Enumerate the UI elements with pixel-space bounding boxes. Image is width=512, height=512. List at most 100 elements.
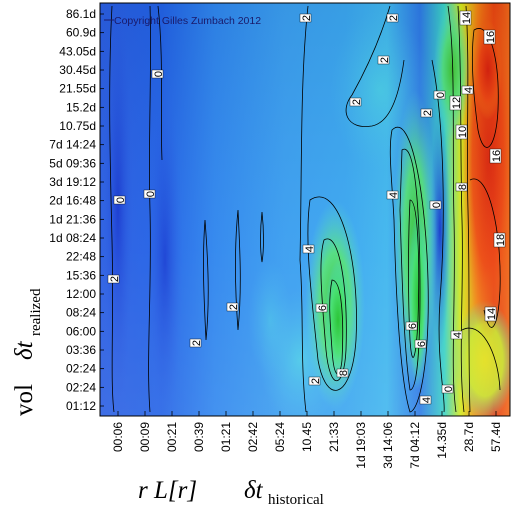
svg-text:0: 0 bbox=[443, 386, 455, 392]
svg-text:16: 16 bbox=[491, 150, 503, 162]
contour-value-tag: 16 bbox=[483, 29, 497, 45]
x-tick-label: 05:24 bbox=[273, 422, 287, 452]
contour-value-tag: 2 bbox=[308, 376, 322, 386]
x-tick-label: 3d 14:06 bbox=[381, 422, 395, 469]
svg-text:14: 14 bbox=[461, 12, 473, 24]
svg-text:10: 10 bbox=[457, 126, 469, 138]
y-tick-label: 21.55d bbox=[59, 82, 96, 96]
x-axis-title: r L[r] δt historical bbox=[138, 477, 324, 508]
contour-value-tag: 6 bbox=[405, 321, 419, 331]
contour-value-tag: 4 bbox=[461, 85, 475, 95]
x-tick-label: 01:21 bbox=[219, 422, 233, 452]
svg-text:14: 14 bbox=[486, 308, 498, 320]
contour-value-tags: 2 0 2 0 2 4 2 6 8 2 2 4 2 6 6 4 0 0 4 2 14 16 12 10 8 16 18 14 4 0 2 0 bbox=[107, 10, 507, 405]
contour-value-tag: 2 bbox=[386, 13, 400, 23]
x-tick-label: 00:06 bbox=[111, 422, 125, 452]
svg-text:4: 4 bbox=[304, 246, 316, 252]
svg-text:4: 4 bbox=[463, 87, 475, 93]
contour-value-tag: 0 bbox=[441, 384, 455, 394]
svg-text:8: 8 bbox=[457, 184, 469, 190]
y-tick-label: 86.1d bbox=[66, 7, 96, 21]
y-tick-label: 15.2d bbox=[66, 100, 96, 114]
x-tick-label: 10.45 bbox=[300, 422, 314, 452]
contour-value-tag: 6 bbox=[414, 339, 428, 349]
contour-value-tag: 2 bbox=[420, 108, 434, 118]
y-tick-label: 30.45d bbox=[59, 63, 96, 77]
x-tick-label: 02:42 bbox=[246, 422, 260, 452]
y-tick-label: 15:36 bbox=[66, 268, 96, 282]
y-tick-label: 7d 14:24 bbox=[49, 138, 96, 152]
x-tick-label: 21:33 bbox=[327, 422, 341, 452]
contour-value-tag: 2 bbox=[299, 13, 313, 23]
svg-text:0: 0 bbox=[435, 92, 447, 98]
contour-value-tag: 8 bbox=[455, 182, 469, 192]
svg-text:6: 6 bbox=[317, 305, 329, 311]
svg-text:18: 18 bbox=[495, 234, 507, 246]
svg-text:6: 6 bbox=[407, 323, 419, 329]
y-tick-label: 03:36 bbox=[66, 343, 96, 357]
svg-text:0: 0 bbox=[153, 71, 165, 77]
svg-text:4: 4 bbox=[388, 192, 400, 198]
x-tick-label: 57.4d bbox=[489, 422, 503, 452]
contour-value-tag: 0 bbox=[433, 90, 447, 100]
contour-value-tag: 4 bbox=[450, 330, 464, 340]
y-axis-ticks: 86.1d 60.9d 43.05d 30.45d 21.55d 15.2d 10.75d 7… bbox=[49, 7, 104, 413]
x-tick-label: 28.7d bbox=[462, 422, 476, 452]
y-tick-label: 02:24 bbox=[66, 380, 96, 394]
svg-text:4: 4 bbox=[452, 332, 464, 338]
y-tick-label: 1d 08:24 bbox=[49, 231, 96, 245]
svg-text:2: 2 bbox=[351, 99, 363, 105]
x-tick-label: 7d 04:12 bbox=[408, 422, 422, 469]
y-axis-title-symbol: δt bbox=[11, 340, 38, 360]
svg-text:2: 2 bbox=[422, 110, 434, 116]
contour-value-tag: 8 bbox=[336, 368, 350, 378]
y-tick-label: 22:48 bbox=[66, 250, 96, 264]
svg-text:6: 6 bbox=[416, 341, 428, 347]
y-tick-label: 01:12 bbox=[66, 399, 96, 413]
contour-value-tag: 14 bbox=[459, 10, 473, 26]
svg-text:2: 2 bbox=[228, 304, 240, 310]
y-tick-label: 60.9d bbox=[66, 26, 96, 40]
plot-frame bbox=[99, 2, 511, 417]
svg-text:2: 2 bbox=[109, 276, 121, 282]
contour-value-tag: 0 bbox=[143, 189, 157, 199]
x-axis-ticks: 00:06 00:09 00:21 00:39 01:21 02:42 05:24 10.45… bbox=[111, 411, 503, 469]
contour-value-tag: 4 bbox=[302, 244, 316, 254]
svg-text:4: 4 bbox=[421, 397, 433, 403]
contour-value-tag: 2 bbox=[349, 97, 363, 107]
y-axis-title-prefix: vol bbox=[11, 384, 38, 416]
contour-value-tag: 4 bbox=[386, 190, 400, 200]
y-tick-label: 43.05d bbox=[59, 44, 96, 58]
copyright-text: Copyright Gilles Zumbach 2012 bbox=[114, 15, 261, 27]
y-tick-label: 5d 09:36 bbox=[49, 156, 96, 170]
contour-value-tag: 0 bbox=[113, 195, 127, 205]
contour-value-tag: 6 bbox=[315, 303, 329, 313]
svg-text:12: 12 bbox=[451, 97, 463, 109]
y-tick-label: 02:24 bbox=[66, 362, 96, 376]
svg-text:0: 0 bbox=[115, 197, 127, 203]
x-tick-label: 14.35d bbox=[435, 422, 449, 459]
svg-text:16: 16 bbox=[485, 31, 497, 43]
contour-value-tag: 2 bbox=[107, 274, 121, 284]
x-tick-label: 1d 19:03 bbox=[354, 422, 368, 469]
svg-text:8: 8 bbox=[338, 370, 350, 376]
contour-value-tag: 0 bbox=[151, 69, 165, 79]
contour-value-tag: 14 bbox=[484, 306, 498, 322]
x-axis-title-subscript: historical bbox=[268, 492, 324, 508]
svg-text:0: 0 bbox=[431, 202, 443, 208]
contour-value-tag: 2 bbox=[377, 55, 391, 65]
x-axis-title-prefix: r L[r] bbox=[138, 477, 197, 504]
contour-value-tag: 12 bbox=[449, 95, 463, 111]
y-axis-title-subscript: realized bbox=[28, 288, 44, 336]
y-tick-label: 08:24 bbox=[66, 306, 96, 320]
x-axis-title-symbol: δt bbox=[244, 477, 264, 504]
svg-text:2: 2 bbox=[379, 57, 391, 63]
contour-value-tag: 4 bbox=[419, 395, 433, 405]
y-axis-title: vol δt realized bbox=[11, 288, 44, 416]
contour-value-tag: 16 bbox=[489, 148, 503, 164]
y-tick-label: 2d 16:48 bbox=[49, 194, 96, 208]
svg-text:2: 2 bbox=[301, 15, 313, 21]
x-tick-label: 00:21 bbox=[165, 422, 179, 452]
x-tick-label: 00:39 bbox=[192, 422, 206, 452]
